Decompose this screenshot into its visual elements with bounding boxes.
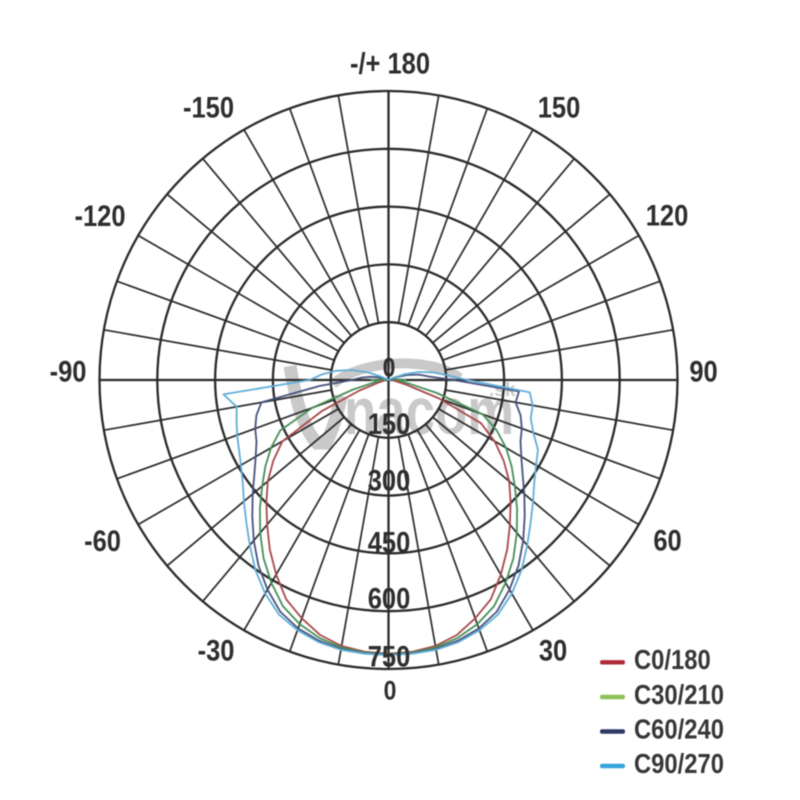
svg-text:C30/210: C30/210	[634, 678, 724, 710]
svg-text:-/+ 180: -/+ 180	[350, 46, 430, 79]
svg-text:0: 0	[383, 353, 396, 383]
svg-text:300: 300	[368, 463, 411, 496]
svg-text:C90/270: C90/270	[634, 747, 724, 779]
svg-text:60: 60	[653, 523, 681, 556]
svg-text:-60: -60	[84, 524, 121, 557]
svg-text:150: 150	[538, 90, 581, 123]
svg-text:0: 0	[384, 676, 397, 706]
svg-text:-90: -90	[50, 354, 87, 387]
svg-text:-120: -120	[74, 199, 125, 232]
svg-text:C0/180: C0/180	[634, 643, 711, 675]
svg-text:120: 120	[646, 198, 689, 231]
svg-text:-30: -30	[198, 633, 235, 666]
svg-text:30: 30	[539, 633, 567, 666]
svg-text:C60/240: C60/240	[634, 713, 724, 745]
svg-text:600: 600	[368, 581, 411, 614]
svg-text:450: 450	[368, 525, 411, 558]
svg-text:-150: -150	[183, 90, 234, 123]
svg-text:90: 90	[689, 354, 717, 387]
svg-text:150: 150	[368, 407, 411, 440]
svg-text:750: 750	[368, 639, 411, 672]
